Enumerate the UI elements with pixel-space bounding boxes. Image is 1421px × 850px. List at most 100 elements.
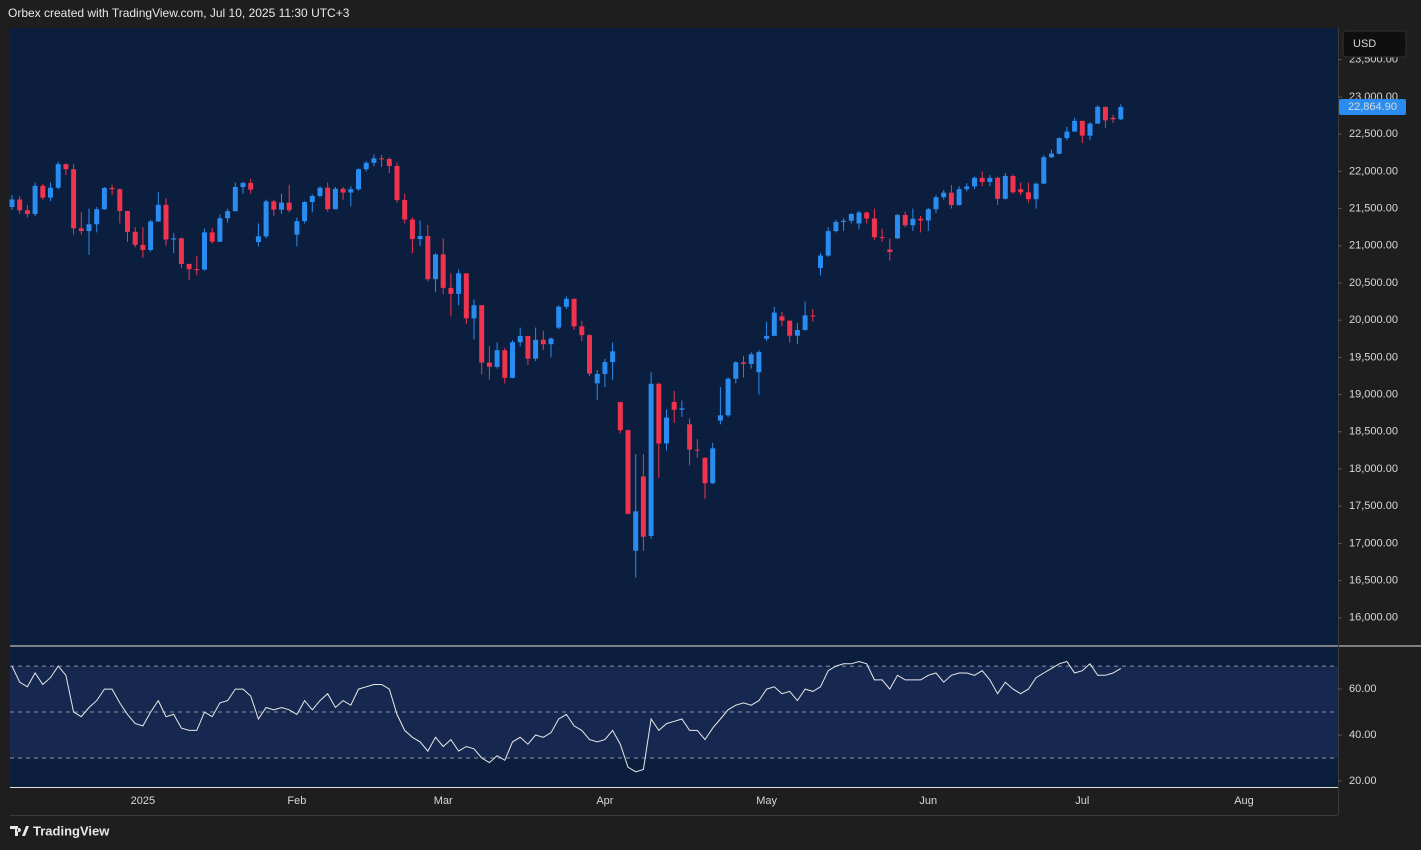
y-tick-label: 17,000.00 bbox=[1349, 537, 1398, 549]
candle-body bbox=[702, 457, 708, 484]
candle-body bbox=[948, 192, 954, 206]
y-tick-label: 60.00 bbox=[1349, 683, 1377, 695]
rsi-line bbox=[11, 660, 1122, 773]
candle-body bbox=[764, 335, 770, 339]
y-tick-label: 20,500.00 bbox=[1349, 277, 1398, 289]
y-tick-label: 16,500.00 bbox=[1349, 574, 1398, 586]
y-tick-label: 18,500.00 bbox=[1349, 426, 1398, 438]
y-tick-label: 22,000.00 bbox=[1349, 165, 1398, 177]
y-tick-label: 16,000.00 bbox=[1349, 612, 1398, 624]
candle-body bbox=[825, 231, 831, 256]
candle-body bbox=[109, 187, 115, 190]
candle-body bbox=[510, 342, 515, 378]
candle-body bbox=[101, 187, 107, 210]
candle-body bbox=[802, 315, 808, 330]
candle-body bbox=[833, 221, 839, 232]
y-tick-label: 21,000.00 bbox=[1349, 240, 1398, 252]
candle-body bbox=[1041, 157, 1047, 184]
candle-body bbox=[148, 221, 154, 250]
candle-body bbox=[171, 238, 177, 240]
candle-body bbox=[602, 362, 608, 374]
last-price-label: 22,864.90 bbox=[1348, 101, 1397, 113]
candle-body bbox=[1095, 106, 1101, 124]
candle-body bbox=[225, 211, 231, 219]
candle-body bbox=[363, 162, 369, 170]
candle-body bbox=[910, 218, 916, 226]
candle-body bbox=[456, 273, 462, 294]
x-tick-label: May bbox=[756, 795, 777, 807]
candle-body bbox=[356, 169, 361, 190]
candle-body bbox=[63, 164, 69, 170]
candle-body bbox=[178, 238, 184, 264]
header: Orbex created with TradingView.com, Jul … bbox=[8, 6, 350, 20]
candle-body bbox=[956, 189, 962, 206]
candle-body bbox=[140, 244, 146, 250]
candle-body bbox=[271, 201, 277, 210]
candle-body bbox=[1010, 175, 1016, 193]
candle-body bbox=[517, 335, 523, 343]
candle-body bbox=[841, 220, 847, 222]
candle-body bbox=[17, 199, 23, 211]
candle-body bbox=[864, 212, 870, 219]
candle-body bbox=[933, 197, 939, 210]
y-tick-label: 20,000.00 bbox=[1349, 314, 1398, 326]
y-tick-label: 40.00 bbox=[1349, 729, 1377, 741]
candle-body bbox=[794, 329, 800, 336]
candle-body bbox=[1110, 117, 1116, 120]
candle-body bbox=[1018, 189, 1024, 193]
candle-body bbox=[71, 169, 77, 229]
candle-body bbox=[24, 210, 30, 215]
y-tick-label: 22,500.00 bbox=[1349, 128, 1398, 140]
candle-body bbox=[556, 306, 562, 328]
candle-body bbox=[818, 255, 823, 269]
candle-body bbox=[748, 354, 754, 364]
candle-body bbox=[687, 424, 693, 450]
candle-body bbox=[610, 351, 616, 363]
candle-body bbox=[1064, 131, 1070, 139]
candle-body bbox=[394, 166, 400, 201]
candle-body bbox=[125, 210, 130, 232]
candle-body bbox=[664, 417, 669, 444]
candle-body bbox=[741, 362, 746, 364]
candle-body bbox=[710, 448, 716, 484]
candle-body bbox=[425, 236, 431, 280]
candle-body bbox=[563, 298, 569, 307]
candle-body bbox=[263, 201, 269, 237]
candle-body bbox=[402, 200, 408, 220]
candle-body bbox=[771, 312, 777, 336]
candle-body bbox=[417, 236, 423, 240]
candle-body bbox=[502, 350, 508, 378]
candle-body bbox=[694, 449, 700, 451]
candle-body bbox=[987, 177, 993, 183]
candle-body bbox=[633, 511, 639, 551]
last-price-box bbox=[1339, 99, 1406, 116]
candle-body bbox=[9, 199, 15, 208]
candle-body bbox=[1087, 123, 1093, 136]
candle-body bbox=[533, 339, 539, 359]
candle-body bbox=[648, 383, 654, 536]
candle-body bbox=[40, 185, 46, 198]
candle-body bbox=[55, 164, 61, 188]
candle-body bbox=[332, 188, 338, 210]
candle-body bbox=[856, 212, 862, 224]
candle-body bbox=[202, 232, 207, 270]
candle-body bbox=[302, 202, 308, 222]
candle-body bbox=[671, 402, 677, 410]
candle-body bbox=[309, 195, 315, 203]
candle-body bbox=[979, 177, 985, 183]
candle-body bbox=[479, 305, 485, 363]
candle-body bbox=[1025, 192, 1031, 200]
candle-body bbox=[733, 362, 739, 379]
x-tick-label: Apr bbox=[596, 795, 613, 807]
candle-body bbox=[132, 231, 138, 245]
x-tick-label: Aug bbox=[1234, 795, 1254, 807]
candle-body bbox=[571, 298, 577, 327]
candle-body bbox=[325, 187, 331, 210]
price-pane bbox=[10, 28, 1338, 645]
candle-body bbox=[1049, 153, 1054, 158]
candle-body bbox=[379, 158, 385, 160]
candle-body bbox=[409, 219, 415, 240]
x-tick-label: 2025 bbox=[131, 795, 155, 807]
